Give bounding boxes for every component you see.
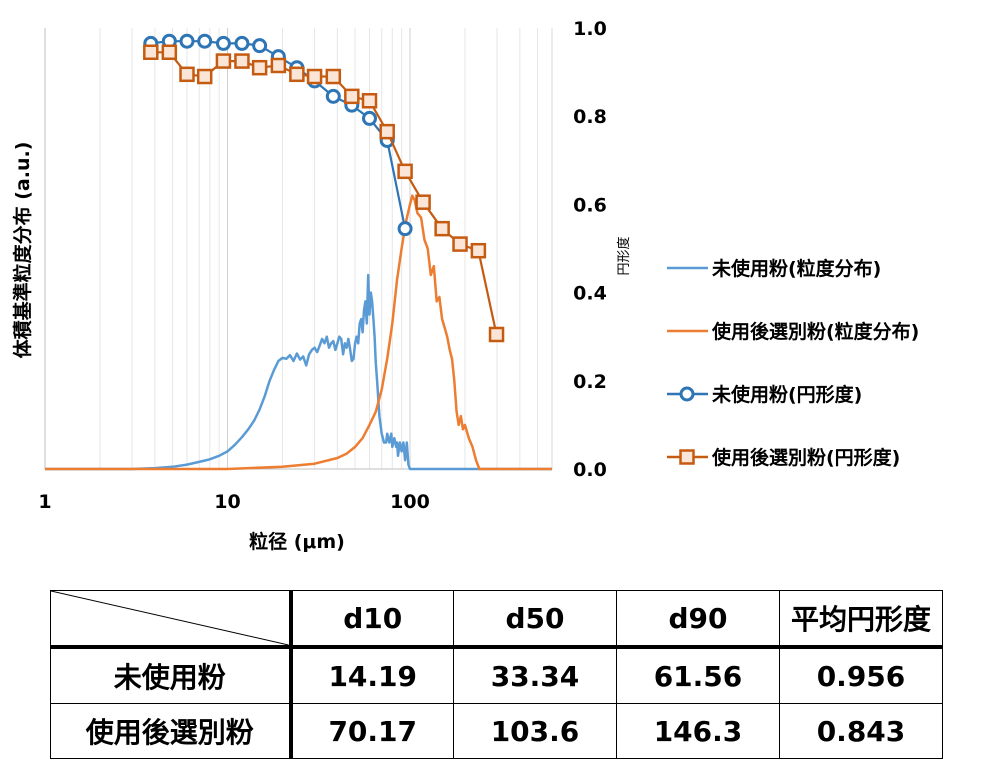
y2-tick-label: 0.4 [573,283,607,305]
point-marker [488,326,505,343]
legend-swatch-marker [679,386,695,402]
chart-series [45,33,552,471]
point-marker [270,57,287,74]
point-marker [234,53,250,69]
legend-item: 未使用粉(粒度分布) [667,257,881,280]
series-line [45,194,552,471]
legend-label: 使用後選別粉(円形度) [711,446,900,469]
x-tick-label: 1 [38,491,51,513]
diagonal-line [51,591,289,645]
table-corner-cell [50,590,293,649]
legend-item: 未使用粉(円形度) [667,383,862,406]
x-tick-label: 100 [390,491,430,513]
table-cell: 14.19 [290,646,454,704]
table-header-row: d10 d50 d90 平均円形度 [50,590,943,649]
legend-swatch-marker [679,449,695,465]
y2-axis-label: 円形度 [616,236,632,275]
point-marker [325,88,341,104]
table-header-circularity: 平均円形度 [779,590,943,649]
table-row: 未使用粉 14.19 33.34 61.56 0.956 [50,646,943,704]
legend-label: 使用後選別粉(粒度分布) [711,320,919,343]
table-row: 使用後選別粉 70.17 103.6 146.3 0.843 [50,703,943,759]
point-marker [470,242,487,259]
table-row-label: 使用後選別粉 [50,703,293,759]
series-0 [45,273,552,471]
x-tick-label: 10 [214,491,240,513]
table-cell: 103.6 [453,703,617,759]
legend-item: 使用後選別粉(円形度) [667,446,900,469]
table-row-label: 未使用粉 [50,646,293,704]
point-marker [397,163,413,180]
point-marker [251,59,268,76]
point-marker [215,35,231,51]
series-line [45,273,552,471]
point-marker [215,53,232,69]
point-marker [196,68,213,85]
point-marker [344,88,360,105]
legend-item: 使用後選別粉(粒度分布) [667,320,919,343]
point-marker [179,33,195,49]
point-marker [415,194,431,210]
legend-label: 未使用粉(粒度分布) [711,257,881,280]
table-cell: 0.956 [779,646,943,704]
table-header-d10: d10 [290,590,454,649]
point-marker [362,110,378,126]
table-header-d90: d90 [616,590,780,649]
point-marker [397,221,413,237]
y2-tick-label: 0.6 [573,194,607,216]
x-tick-labels: 1 10 100 [38,491,429,513]
point-marker [325,68,342,85]
point-marker [452,236,468,252]
x-axis-label: 粒径 (μm) [249,530,345,553]
point-marker [143,44,159,61]
stats-table: d10 d50 d90 平均円形度 未使用粉 14.19 33.34 61.56… [50,590,943,759]
series-line [150,51,498,335]
point-marker [197,33,213,49]
legend-label: 未使用粉(円形度) [711,383,862,406]
table-header-d50: d50 [453,590,617,649]
table-cell: 33.34 [453,646,617,704]
point-marker [161,44,178,61]
series-1 [45,194,552,471]
series-3 [143,44,505,343]
point-marker [179,66,195,83]
chart: 1 10 100 0.0 0.2 0.4 0.6 0.8 1.0 粒径 (μm) 体積基準粒度… [11,18,919,553]
table-cell: 0.843 [779,703,943,759]
point-marker [234,35,250,51]
y2-tick-label: 0.2 [573,371,607,393]
point-marker [379,123,395,140]
y-axis-label: 体積基準粒度分布 (a.u.) [11,142,34,359]
point-marker [434,220,450,237]
y2-tick-labels: 0.0 0.2 0.4 0.6 0.8 1.0 [573,18,607,481]
table-cell: 70.17 [290,703,454,759]
point-marker [289,66,305,83]
y2-tick-label: 0.0 [573,459,607,481]
point-marker [306,68,323,85]
legend: 未使用粉(粒度分布) 使用後選別粉(粒度分布) 未使用粉(円形度) 使用後選別粉(円形… [667,257,919,469]
point-marker [361,93,378,109]
series-2 [143,33,413,237]
table-cell: 146.3 [616,703,780,759]
y2-tick-label: 1.0 [573,18,607,40]
table-cell: 61.56 [616,646,780,704]
y2-tick-label: 0.8 [573,106,607,128]
point-marker [252,38,268,54]
